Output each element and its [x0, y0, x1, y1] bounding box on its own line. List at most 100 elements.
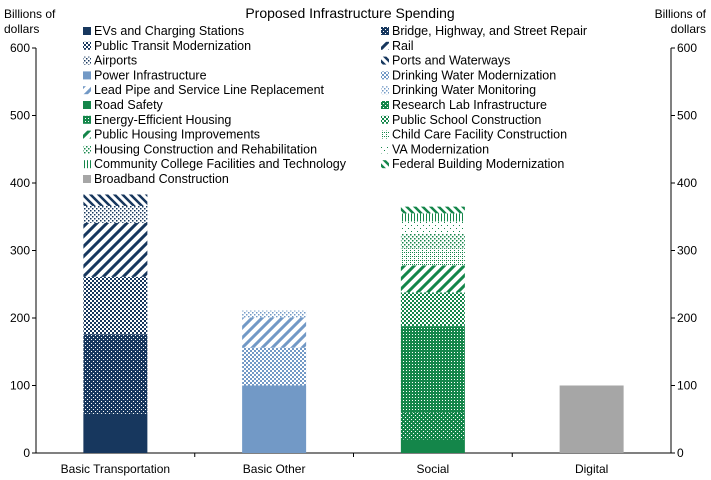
legend-item: Public School Construction: [381, 113, 541, 127]
legend-item: Drinking Water Monitoring: [381, 83, 536, 97]
legend-label: Ports and Waterways: [392, 54, 510, 68]
bar-segment: [400, 265, 465, 293]
legend-item: Public Transit Modernization: [83, 39, 251, 53]
legend-label: Drinking Water Modernization: [392, 68, 556, 82]
bar-segment: [83, 334, 148, 414]
legend-item: Public Housing Improvements: [83, 128, 260, 142]
legend-item: Bridge, Highway, and Street Repair: [381, 24, 587, 38]
legend-label: Energy-Efficient Housing: [94, 113, 231, 127]
bar-segment: [400, 326, 465, 413]
bar-segment: [400, 248, 465, 266]
legend-swatch: [381, 115, 389, 124]
bar-segment: [400, 233, 465, 249]
legend-item: Energy-Efficient Housing: [83, 113, 231, 127]
y-tick-label-left: 600: [10, 41, 30, 55]
y-axis-label-right: Billions of dollars: [655, 7, 707, 36]
chart-title: Proposed Infrastructure Spending: [245, 5, 454, 21]
bar-segment: [83, 205, 148, 223]
legend-label: Drinking Water Monitoring: [392, 83, 536, 97]
legend-item: Child Care Facility Construction: [381, 128, 567, 142]
x-tick-label: Basic Transportation: [61, 462, 170, 476]
legend-label: Broadband Construction: [94, 172, 229, 186]
y-tick-label-right: 100: [677, 379, 697, 393]
bar-segment: [242, 317, 307, 348]
legend-item: Ports and Waterways: [381, 54, 510, 68]
legend-item: EVs and Charging Stations: [83, 24, 244, 38]
legend-swatch: [381, 56, 389, 65]
legend-item: Road Safety: [83, 98, 164, 112]
y-tick-label-right: 0: [677, 446, 684, 460]
legend-item: Airports: [83, 54, 137, 68]
legend-label: Bridge, Highway, and Street Repair: [392, 24, 587, 38]
y-tick-label-left: 200: [10, 311, 30, 325]
legend-label: Rail: [392, 39, 414, 53]
legend-item: Drinking Water Modernization: [381, 68, 556, 82]
axes: 0 0 100 100 200 200 300 300 400 400 500 500 600 600 Ba…: [10, 41, 697, 476]
bar-segment: [83, 413, 148, 453]
bar-segment: [400, 213, 465, 222]
legend-label: Public Housing Improvements: [94, 128, 260, 142]
legend-item: Power Infrastructure: [83, 68, 207, 82]
legend-label: Community College Facilities and Technol…: [94, 157, 347, 171]
y-tick-label-right: 200: [677, 311, 697, 325]
legend-label: Child Care Facility Construction: [392, 128, 567, 142]
y-tick-label-right: 500: [677, 109, 697, 123]
legend-label: Lead Pipe and Service Line Replacement: [94, 83, 325, 97]
bar-segment: [83, 194, 148, 206]
legend-label: Research Lab Infrastructure: [392, 98, 547, 112]
x-tick-label: Digital: [575, 462, 608, 476]
legend-item: Rail: [381, 39, 414, 53]
bar-segment: [400, 412, 465, 440]
legend-label: EVs and Charging Stations: [94, 24, 244, 38]
y-tick-label-left: 0: [23, 446, 30, 460]
legend-swatch: [381, 41, 389, 50]
legend-item: Community College Facilities and Technol…: [83, 157, 347, 171]
legend-swatch: [83, 71, 91, 80]
legend-swatch: [83, 27, 91, 35]
legend-label: Power Infrastructure: [94, 68, 207, 82]
legend-label: Housing Construction and Rehabilitation: [94, 142, 317, 156]
y-tick-label-left: 100: [10, 379, 30, 393]
bar-segment: [400, 206, 465, 214]
bar-segment: [400, 439, 465, 453]
legend-swatch: [83, 86, 91, 95]
legend-swatch: [381, 86, 389, 95]
legend-item: Lead Pipe and Service Line Replacement: [83, 83, 325, 97]
legend-swatch: [83, 115, 91, 124]
legend-item: Federal Building Modernization: [381, 157, 564, 171]
legend-swatch: [83, 101, 91, 109]
bar-segment: [83, 276, 148, 335]
y-tick-label-left: 500: [10, 109, 30, 123]
legend-label: Public School Construction: [392, 113, 541, 127]
y-tick-label-right: 600: [677, 41, 697, 55]
legend-swatch: [381, 160, 389, 169]
bar-segment: [242, 310, 307, 318]
legend-swatch: [83, 56, 91, 65]
legend-item: Research Lab Infrastructure: [381, 98, 547, 112]
legend-label: Airports: [94, 54, 137, 68]
legend-swatch: [381, 130, 389, 139]
legend-swatch: [381, 27, 389, 35]
bar-segment: [400, 221, 465, 234]
legend-swatch: [83, 160, 91, 169]
legend-swatch: [83, 41, 91, 50]
y-tick-label-left: 300: [10, 244, 30, 258]
legend-swatch: [83, 175, 91, 183]
y-axis-label-left: Billions of dollars: [4, 7, 56, 36]
legend-swatch: [83, 130, 91, 139]
legend-item: Broadband Construction: [83, 172, 229, 186]
legend-item: VA Modernization: [381, 142, 489, 156]
legend-label: Federal Building Modernization: [392, 157, 564, 171]
legend: EVs and Charging Stations Bridge, Highway…: [83, 24, 587, 186]
bars: [83, 194, 624, 453]
y-tick-label-right: 400: [677, 176, 697, 190]
legend-swatch: [83, 145, 91, 154]
legend-label: Road Safety: [94, 98, 164, 112]
y-tick-label-left: 400: [10, 176, 30, 190]
legend-label: VA Modernization: [392, 142, 489, 156]
legend-label: Public Transit Modernization: [94, 39, 251, 53]
legend-item: Housing Construction and Rehabilitation: [83, 142, 317, 156]
bar-segment: [559, 385, 624, 453]
bar-segment: [400, 292, 465, 327]
